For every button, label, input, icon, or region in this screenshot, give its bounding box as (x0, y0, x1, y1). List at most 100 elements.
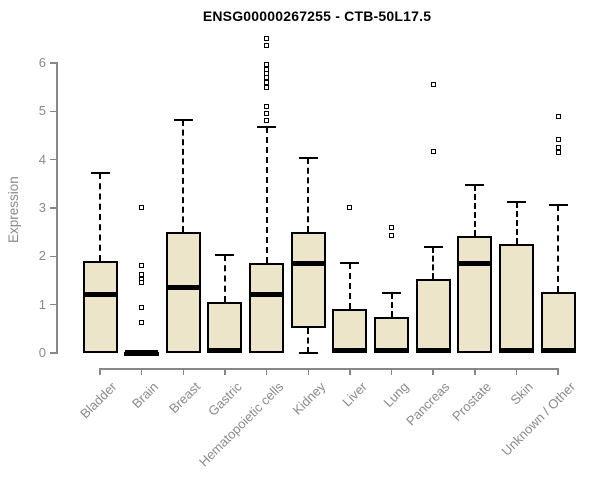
box-iqr (332, 309, 368, 353)
upper-whisker-cap (298, 156, 318, 159)
x-axis-tick (390, 368, 393, 375)
upper-whisker (223, 254, 226, 303)
median-line (166, 285, 200, 291)
outlier-point (264, 103, 270, 109)
x-axis-tick (349, 368, 351, 375)
outlier-point (264, 79, 270, 85)
median-line (125, 350, 159, 356)
y-tick-label: 4 (38, 151, 46, 167)
upper-whisker (390, 293, 393, 318)
box-iqr (290, 232, 326, 328)
x-tick-label: Breast (165, 379, 203, 417)
y-axis-tick (50, 110, 56, 112)
x-tick-label: Brain (129, 379, 162, 412)
outlier-point (389, 232, 395, 238)
lower-whisker (307, 327, 310, 353)
upper-whisker (348, 262, 351, 310)
upper-whisker-cap (257, 126, 277, 129)
median-line (416, 348, 450, 354)
outlier-point (264, 84, 270, 90)
x-axis-tick (99, 368, 101, 375)
upper-whisker (99, 173, 101, 262)
outlier-point (139, 320, 145, 326)
box-iqr (457, 235, 493, 353)
outlier-point (139, 304, 145, 310)
chart-title: ENSG00000267255 - CTB-50L17.5 (202, 8, 432, 24)
outlier-point (555, 150, 561, 156)
outlier-point (264, 36, 270, 42)
x-axis-tick (474, 368, 476, 375)
y-tick-label: 0 (38, 345, 46, 360)
upper-whisker-cap (507, 200, 526, 203)
x-tick-label: Gastric (204, 379, 245, 419)
x-tick-label: Pancreas (403, 379, 453, 429)
x-axis-tick (140, 368, 143, 375)
upper-whisker (473, 184, 476, 236)
x-tick-label: Skin (507, 379, 537, 408)
outlier-point (264, 61, 270, 67)
x-axis-tick (432, 368, 434, 375)
y-axis-tick (50, 352, 56, 354)
y-tick-label: 1 (38, 296, 46, 312)
x-tick-label: Kidney (289, 379, 328, 418)
outlier-point (139, 205, 145, 211)
upper-whisker-cap (90, 172, 110, 175)
upper-whisker-cap (215, 253, 235, 256)
outlier-point (430, 82, 436, 88)
box-iqr (165, 232, 201, 353)
x-axis-tick (182, 368, 185, 375)
upper-whisker-cap (340, 261, 360, 264)
x-tick-label: Lung (380, 379, 412, 411)
upper-whisker-cap (423, 246, 443, 249)
box-iqr (207, 302, 243, 353)
y-axis-tick (50, 255, 56, 258)
x-tick-label: Liver (338, 379, 370, 410)
upper-whisker-cap (465, 183, 485, 186)
y-axis-tick (50, 62, 56, 64)
median-line (541, 348, 575, 354)
outlier-point (430, 149, 436, 155)
median-line (333, 348, 367, 354)
outlier-point (139, 280, 145, 286)
x-axis-tick (557, 368, 559, 375)
median-line (83, 292, 117, 298)
y-tick-label: 2 (38, 248, 46, 264)
box-iqr (415, 278, 451, 353)
upper-whisker-cap (382, 292, 402, 295)
outlier-point (264, 118, 270, 124)
x-axis-tick (515, 368, 518, 375)
outlier-point (139, 263, 145, 269)
y-tick-label: 5 (38, 103, 46, 119)
upper-whisker (182, 119, 185, 233)
outlier-point (389, 224, 395, 230)
upper-whisker-cap (173, 118, 193, 121)
box-iqr (374, 317, 410, 353)
median-line (208, 348, 242, 354)
upper-whisker (265, 127, 268, 263)
x-axis-tick (224, 368, 226, 375)
median-line (291, 261, 325, 267)
outlier-point (555, 145, 561, 151)
lower-whisker-cap (298, 352, 318, 354)
x-axis-line (99, 368, 559, 370)
outlier-point (139, 272, 145, 278)
x-tick-label: Bladder (77, 379, 120, 422)
y-axis-line (56, 61, 58, 354)
outlier-point (555, 113, 561, 119)
y-tick-label: 6 (38, 54, 46, 70)
box-iqr (499, 243, 534, 353)
median-line (375, 348, 409, 354)
upper-whisker (557, 204, 560, 293)
y-tick-label: 3 (38, 199, 46, 215)
y-axis-tick (50, 303, 56, 306)
x-tick-label: Unknown / Other (498, 379, 578, 459)
median-line (250, 292, 284, 298)
outlier-point (264, 42, 270, 48)
outlier-point (264, 111, 270, 117)
outlier-point (347, 205, 353, 211)
outlier-point (555, 136, 561, 142)
box-iqr (540, 292, 576, 353)
x-axis-tick (307, 368, 309, 375)
upper-whisker (307, 157, 310, 233)
